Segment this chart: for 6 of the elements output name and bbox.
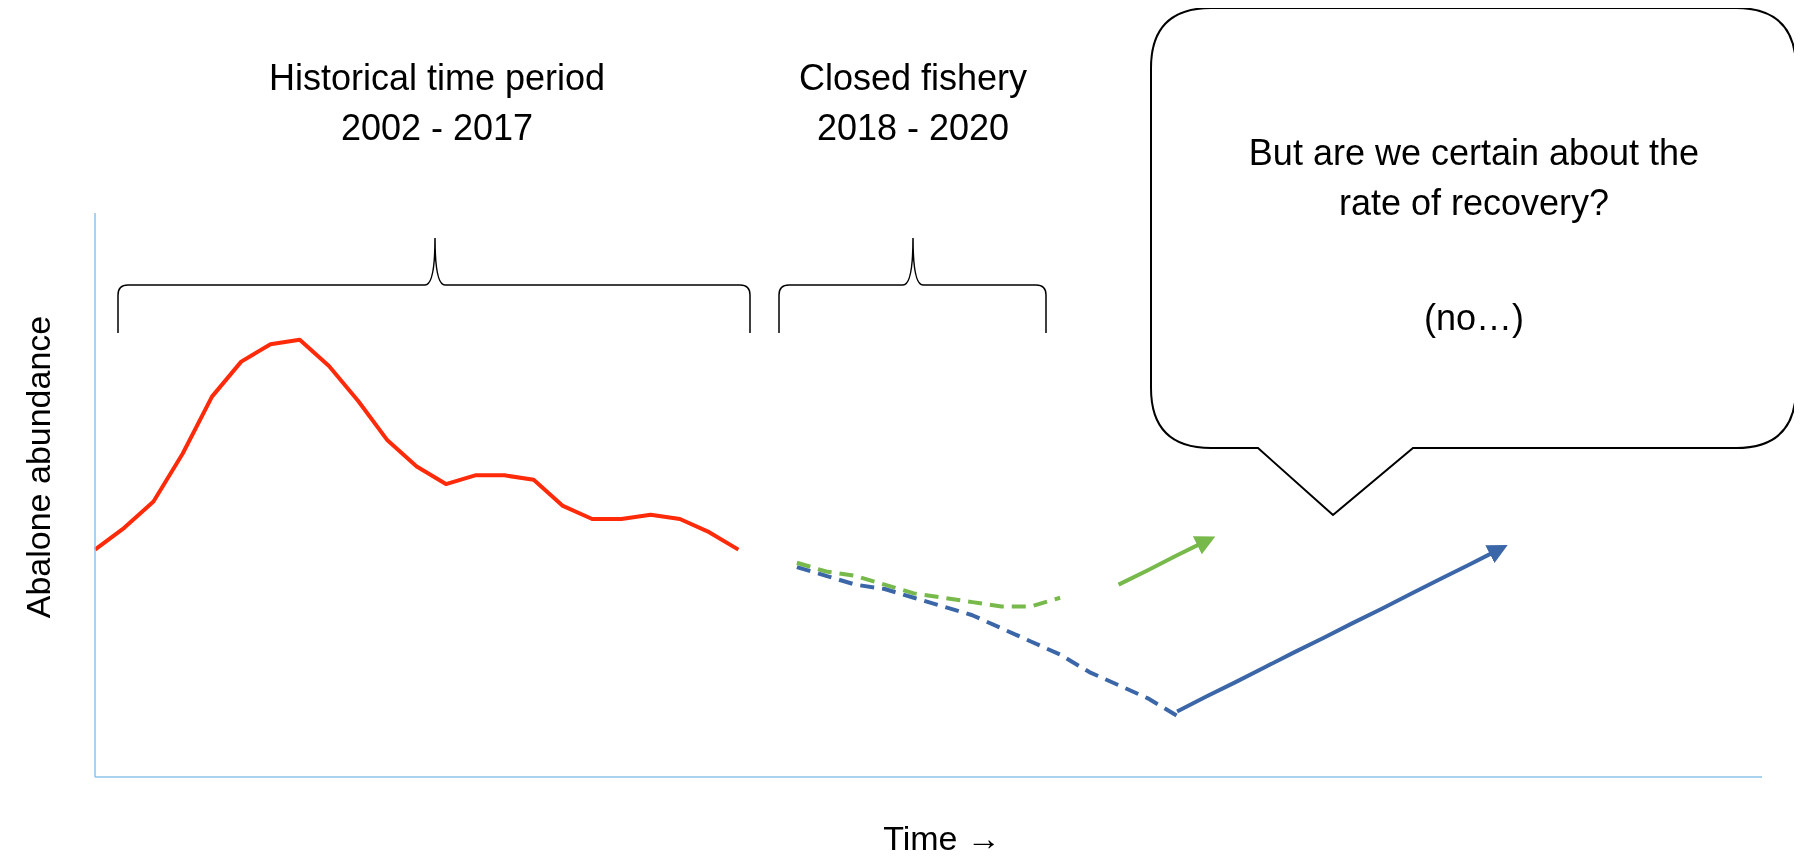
x-axis-title: Time →	[883, 819, 1001, 857]
text: Historical time period 2002 - 2017	[268, 57, 606, 148]
text: Closed fishery 2018 - 2020	[798, 57, 1028, 148]
text: (no…)	[1423, 297, 1525, 338]
text: But are we certain about the rate of recovery?	[1248, 132, 1700, 223]
y-axis-title: Abalone abundance	[19, 315, 57, 619]
